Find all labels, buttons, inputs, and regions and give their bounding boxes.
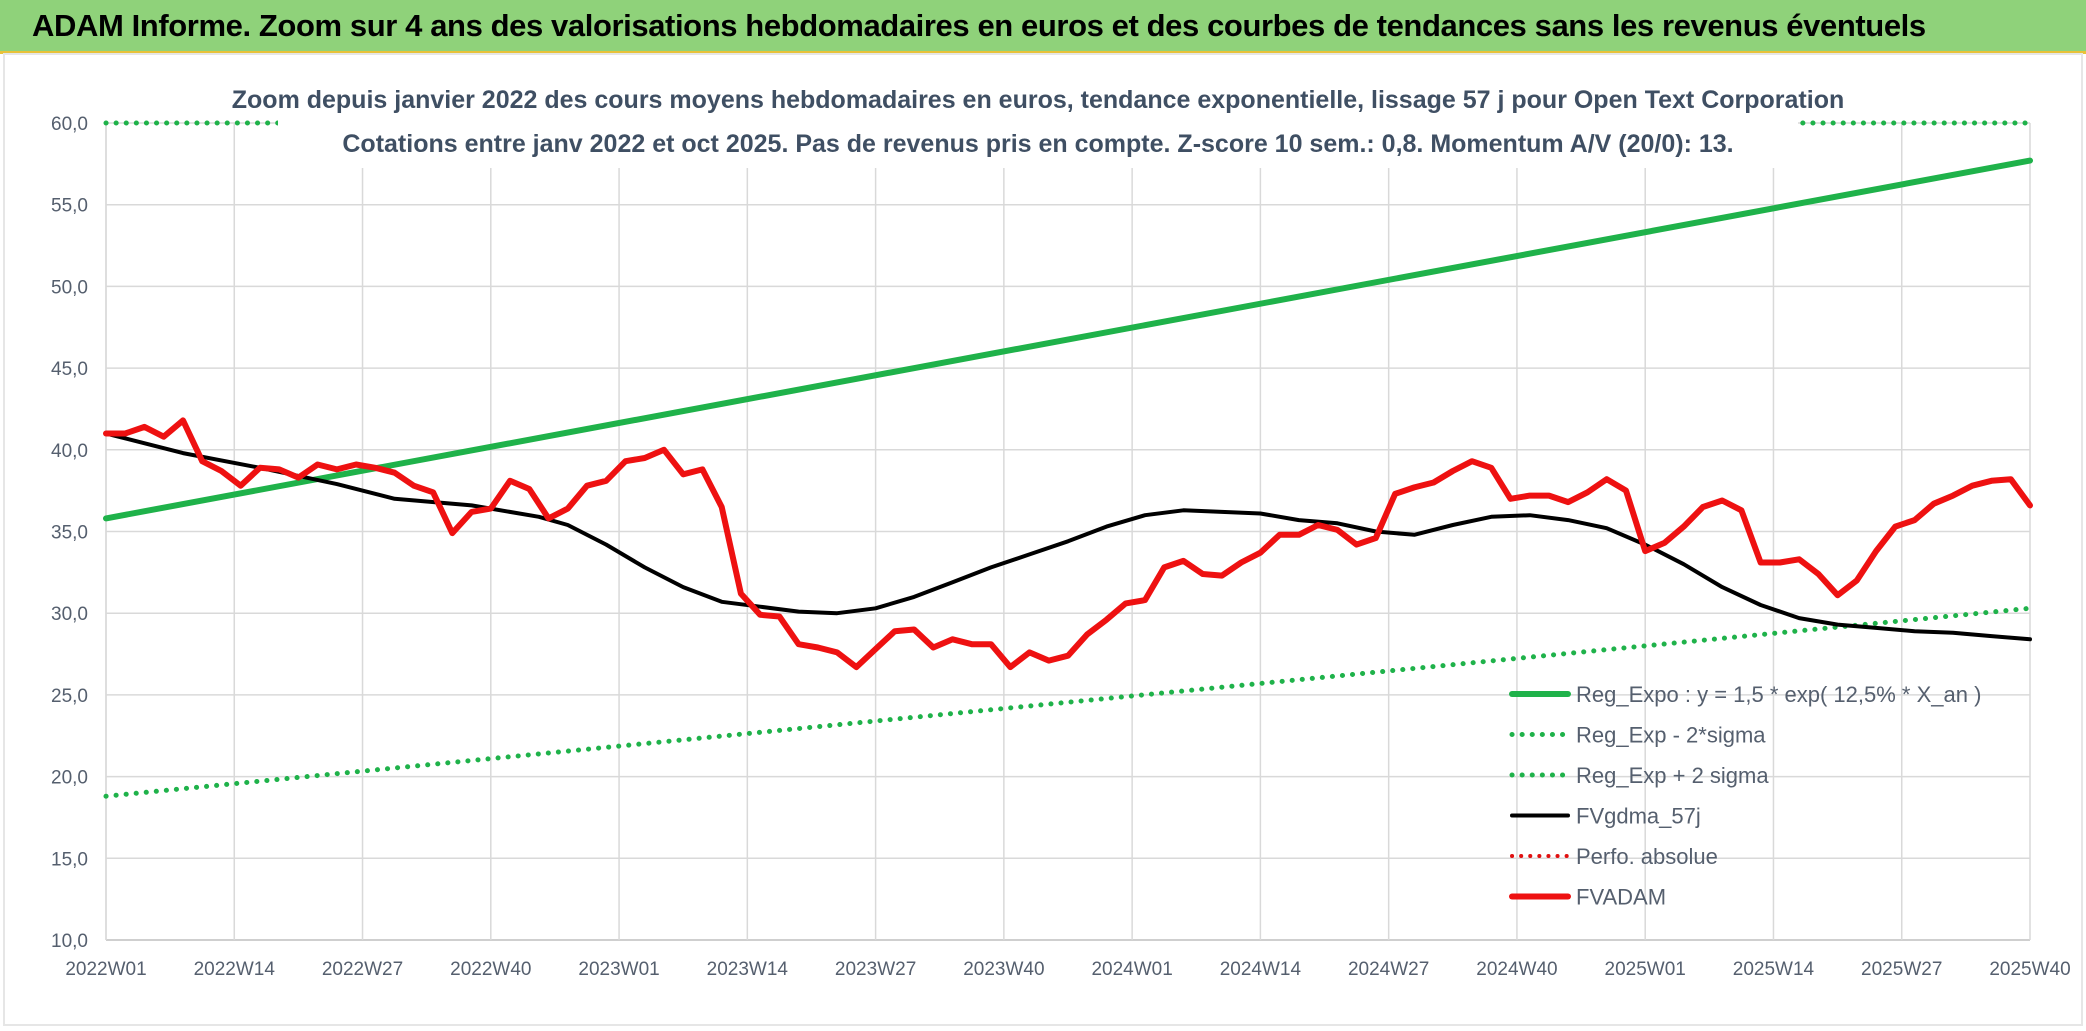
y-tick-label: 40,0	[51, 441, 88, 462]
fvadam-line	[103, 417, 2033, 671]
x-tick-label: 2022W01	[65, 959, 146, 980]
report-title: ADAM Informe. Zoom sur 4 ans des valoris…	[32, 8, 1926, 43]
y-tick-label: 60,0	[51, 114, 88, 135]
y-tick-label: 15,0	[51, 849, 88, 870]
reg-expo-line	[103, 157, 2033, 522]
legend-label: FVADAM	[1576, 885, 1666, 910]
legend: Reg_Expo : y = 1,5 * exp( 12,5% * X_an )…	[1509, 682, 1981, 910]
x-tick-label: 2023W40	[963, 959, 1044, 980]
chart-title-group: Zoom depuis janvier 2022 des cours moyen…	[232, 78, 1845, 168]
y-tick-label: 30,0	[51, 604, 88, 625]
x-tick-label: 2022W40	[450, 959, 531, 980]
y-tick-label: 35,0	[51, 523, 88, 544]
x-tick-label: 2022W27	[322, 959, 403, 980]
x-tick-labels: 2022W01 2022W14 2022W27 2022W40 2023W01 2023W…	[65, 959, 2070, 980]
y-tick-label: 55,0	[51, 196, 88, 217]
x-tick-label: 2025W01	[1605, 959, 1686, 980]
x-tick-label: 2025W40	[1989, 959, 2070, 980]
title-background	[278, 78, 1798, 168]
y-tick-label: 10,0	[51, 931, 88, 952]
y-tick-labels: 10,0 15,0 20,0 25,0 30,0 35,0 40,0 45,0 50,0 55,0…	[51, 114, 88, 952]
x-tick-label: 2024W40	[1476, 959, 1557, 980]
grid	[105, 122, 2031, 941]
y-tick-label: 25,0	[51, 686, 88, 707]
x-tick-label: 2025W14	[1733, 959, 1815, 980]
fvgdma-line	[104, 431, 2032, 642]
legend-label: FVgdma_57j	[1576, 804, 1701, 829]
chart-subtitle: Cotations entre janv 2022 et oct 2025. P…	[342, 130, 1733, 158]
legend-label: Reg_Exp - 2*sigma	[1576, 723, 1766, 748]
y-tick-label: 20,0	[51, 768, 88, 789]
x-tick-label: 2024W14	[1220, 959, 1302, 980]
x-tick-label: 2024W27	[1348, 959, 1429, 980]
x-tick-label: 2023W27	[835, 959, 916, 980]
chart-frame	[3, 53, 2083, 1026]
x-tick-label: 2024W01	[1091, 959, 1172, 980]
x-tick-label: 2023W14	[707, 959, 789, 980]
y-tick-label: 50,0	[51, 277, 88, 298]
x-tick-label: 2022W14	[194, 959, 276, 980]
y-tick-label: 45,0	[51, 359, 88, 380]
legend-label: Reg_Exp + 2 sigma	[1576, 763, 1769, 788]
legend-label: Perfo. absolue	[1576, 844, 1718, 869]
x-tick-label: 2023W01	[578, 959, 659, 980]
chart-title: Zoom depuis janvier 2022 des cours moyen…	[232, 86, 1845, 114]
x-tick-label: 2025W27	[1861, 959, 1942, 980]
legend-label: Reg_Expo : y = 1,5 * exp( 12,5% * X_an )	[1576, 682, 1981, 707]
report-banner: ADAM Informe. Zoom sur 4 ans des valoris…	[0, 0, 2086, 54]
reg-exp-minus-line	[103, 605, 2033, 799]
